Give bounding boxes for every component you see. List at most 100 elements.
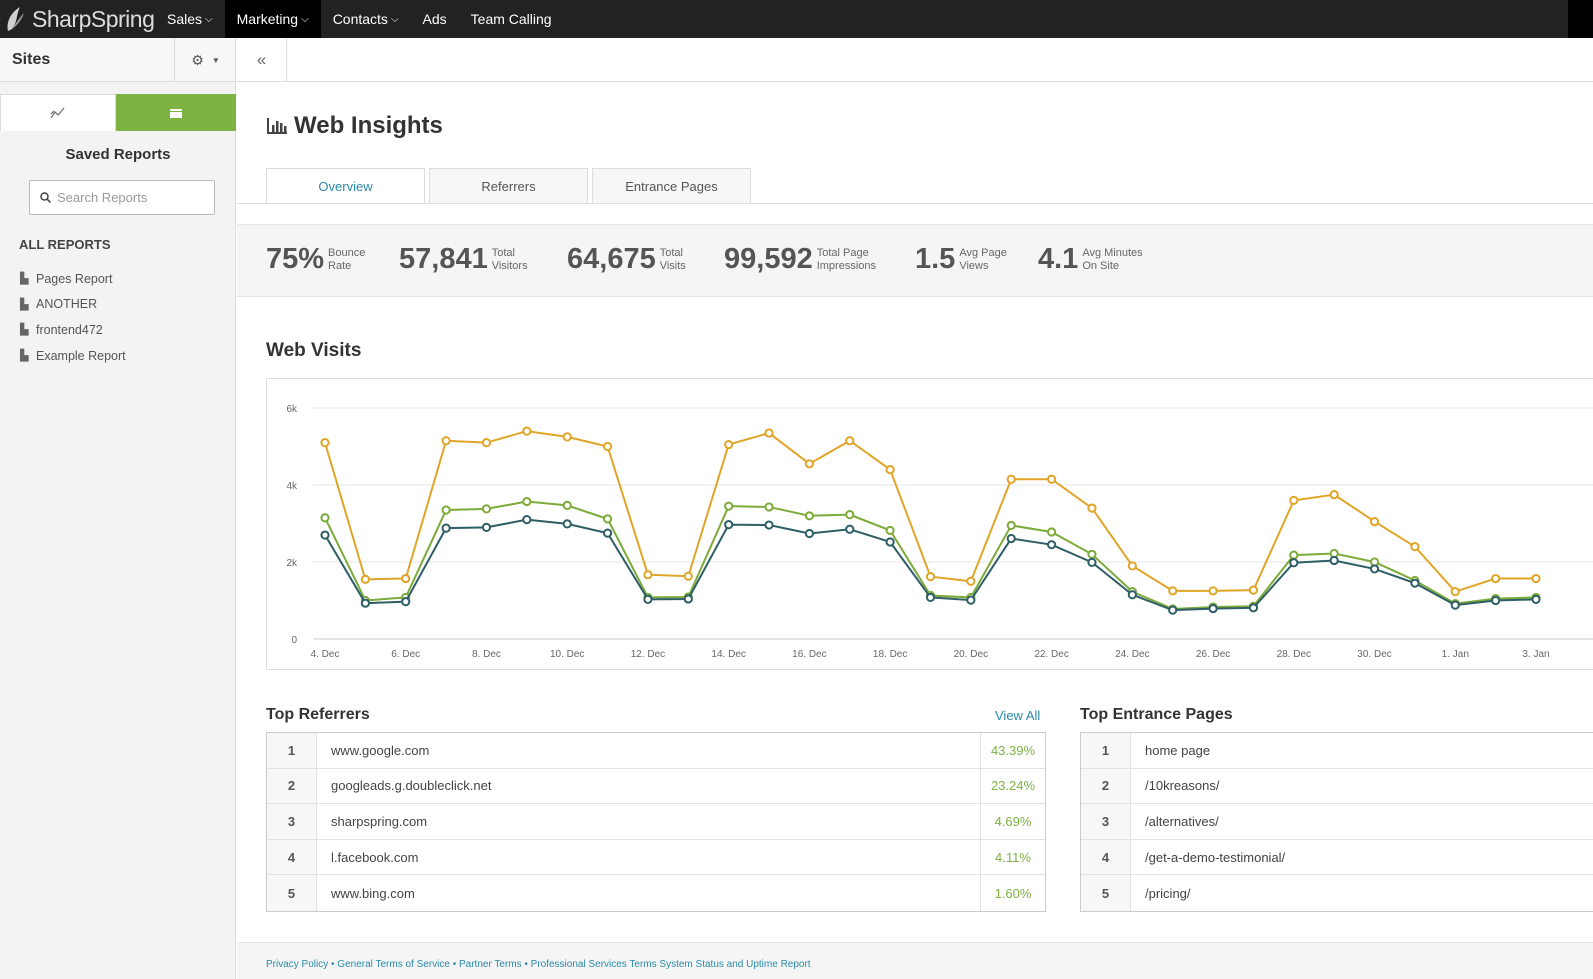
trend-icon — [50, 107, 65, 119]
table-row[interactable]: 5/pricing/ — [1081, 875, 1593, 911]
data-point — [1047, 527, 1057, 537]
table-row[interactable]: 4 l.facebook.com 4.11% — [267, 839, 1045, 876]
table-row[interactable]: 2/10kreasons/ — [1081, 768, 1593, 805]
x-tick-label: 10. Dec — [550, 649, 584, 660]
table-row[interactable]: 1 www.google.com 43.39% — [267, 733, 1045, 769]
double-chevron-left-icon: « — [256, 49, 267, 69]
tab-referrers[interactable]: Referrers — [429, 168, 588, 203]
stat-label-line2: Rate — [328, 259, 352, 272]
table-row[interactable]: 4/get-a-demo-testimonial/ — [1081, 839, 1593, 876]
stat-value: 99,592 — [724, 243, 813, 275]
data-point — [481, 522, 492, 532]
data-point — [845, 524, 855, 534]
nav-item-sales[interactable]: Sales ⌵ — [155, 0, 225, 38]
sharpspring-logo[interactable]: SharpSpring — [4, 4, 155, 34]
table-row[interactable]: 1 home page — [1081, 733, 1593, 769]
data-point — [804, 528, 815, 539]
data-point — [1369, 564, 1380, 574]
nav-item-contacts[interactable]: Contacts ⌵ — [321, 0, 411, 38]
table-row[interactable]: 2 googleads.g.doubleclick.net 23.24% — [267, 768, 1045, 805]
report-item[interactable]: ▙ ANOTHER — [20, 292, 126, 318]
rank-cell: 5 — [267, 875, 317, 911]
rank-cell: 1 — [1081, 733, 1131, 768]
stat-label: Avg Page Views — [959, 247, 1007, 273]
name-cell: www.bing.com — [331, 885, 415, 901]
stat-label-line1: Bounce — [328, 246, 366, 259]
search-reports-box[interactable] — [29, 180, 215, 215]
table-row[interactable]: 3 sharpspring.com 4.69% — [267, 804, 1045, 840]
nav-item-marketing[interactable]: Marketing ⌵ — [224, 0, 321, 38]
sidebar-title: Sites — [12, 50, 51, 68]
series-line — [324, 430, 1536, 593]
data-point — [804, 511, 815, 521]
nav-item-ads[interactable]: Ads — [411, 0, 459, 38]
sidebar-tab-saved[interactable] — [116, 94, 236, 131]
data-point — [1047, 474, 1057, 484]
settings-dropdown[interactable]: ⚙ ▼ — [174, 38, 236, 82]
name-cell: www.google.com — [331, 742, 430, 758]
data-point — [724, 439, 734, 450]
top-nav-bar: SharpSpring Sales ⌵ Marketing ⌵ Contacts ⌵ Ads… — [0, 0, 1593, 38]
search-icon — [40, 192, 51, 203]
report-item[interactable]: ▙ Pages Report — [20, 266, 126, 292]
percent-cell: 4.69% — [980, 804, 1045, 839]
x-tick-label: 1. Jan — [1442, 649, 1469, 660]
tab-overview[interactable]: Overview — [266, 168, 425, 204]
name-cell: /pricing/ — [1145, 885, 1191, 901]
data-point — [1329, 555, 1339, 566]
data-point — [602, 528, 613, 538]
data-point — [1006, 533, 1016, 544]
data-point — [441, 436, 451, 446]
table-row[interactable]: 5 www.bing.com 1.60% — [267, 875, 1045, 911]
stat-value: 1.5 — [915, 243, 956, 275]
divider — [287, 81, 1593, 82]
x-tick-label: 26. Dec — [1196, 649, 1230, 660]
stat-item: 4.1 Avg Minutes On Site — [1038, 243, 1143, 276]
data-point — [764, 502, 774, 512]
rank-cell: 2 — [267, 768, 317, 804]
x-tick-label: 22. Dec — [1034, 649, 1068, 660]
bar-chart-icon: ▙ — [20, 273, 29, 286]
insights-tabs: Overview Referrers Entrance Pages — [266, 168, 755, 204]
view-all-link[interactable]: View All — [995, 708, 1041, 723]
stat-label-line1: Avg Minutes — [1082, 246, 1143, 259]
name-cell: home page — [1145, 742, 1211, 758]
data-point — [562, 500, 572, 511]
nav-item-label: Sales — [167, 11, 203, 27]
data-point — [360, 574, 370, 584]
stat-value: 4.1 — [1038, 243, 1079, 275]
main-nav: Sales ⌵ Marketing ⌵ Contacts ⌵ Ads Team Calling — [155, 0, 564, 38]
y-tick-label: 0 — [291, 635, 297, 646]
x-tick-label: 14. Dec — [711, 649, 745, 660]
data-point — [1410, 542, 1420, 552]
stat-label: Total Visits — [660, 247, 686, 273]
tab-entrance-pages[interactable]: Entrance Pages — [592, 168, 751, 203]
report-item[interactable]: ▙ frontend472 — [20, 317, 126, 343]
page-title-text: Web Insights — [294, 112, 443, 139]
all-reports-heading: ALL REPORTS — [19, 237, 111, 252]
top-entrance-pages-table: 1 home page 2/10kreasons/3/alternatives/4/… — [1080, 732, 1593, 912]
web-visits-chart-svg: 0 2k 4k 6k 4. Dec 6. Dec 8. Dec 10. Dec 12. Dec 1… — [286, 404, 1593, 660]
data-point — [885, 537, 895, 547]
collapse-sidebar-button[interactable]: « — [237, 38, 287, 82]
x-tick-label: 28. Dec — [1277, 649, 1311, 660]
data-point — [724, 501, 734, 511]
report-item[interactable]: ▙ Example Report — [20, 343, 126, 369]
stat-item: 57,841 Total Visitors — [399, 243, 528, 276]
sidebar-tab-chart[interactable] — [0, 94, 116, 131]
search-reports-input[interactable] — [57, 190, 197, 205]
data-point — [885, 465, 895, 475]
data-point — [1127, 561, 1137, 571]
data-point — [724, 520, 734, 530]
percent-cell: 23.24% — [980, 768, 1045, 804]
report-item-label: Pages Report — [36, 271, 113, 286]
chevron-down-icon: ⌵ — [390, 13, 399, 25]
data-point — [1369, 516, 1380, 527]
rank-cell: 4 — [267, 839, 317, 875]
nav-item-team-calling[interactable]: Team Calling — [459, 0, 564, 38]
rank-cell: 1 — [267, 733, 317, 768]
stat-label: Total Page Impressions — [817, 247, 876, 273]
main-content: Web Insights Overview Referrers Entrance P… — [237, 82, 1593, 979]
footer-links[interactable]: Privacy Policy • General Terms of Servic… — [266, 959, 811, 970]
table-row[interactable]: 3/alternatives/ — [1081, 804, 1593, 840]
